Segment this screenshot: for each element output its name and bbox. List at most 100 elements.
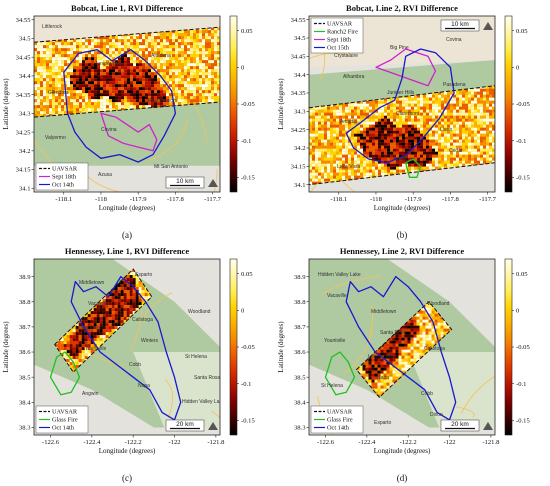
heatmap-cell (390, 163, 393, 167)
heatmap-cell (426, 160, 429, 164)
y-tick-label: 34.3 (19, 111, 31, 118)
heatmap-cell (438, 163, 441, 167)
north-arrow-icon (208, 179, 218, 187)
heatmap-cell (108, 308, 112, 312)
heatmap-cell (459, 109, 462, 113)
heatmap-cell (132, 284, 136, 288)
heatmap-cell (97, 102, 100, 106)
heatmap-cell (438, 130, 441, 134)
heatmap-cell (114, 299, 118, 303)
heatmap-cell (372, 127, 375, 131)
heatmap-cell (372, 139, 375, 143)
heatmap-cell (178, 36, 181, 40)
heatmap-cell (85, 72, 88, 76)
heatmap-cell (46, 75, 49, 79)
heatmap-cell (112, 108, 115, 112)
heatmap-cell (178, 51, 181, 55)
heatmap-cell (61, 39, 64, 43)
heatmap-cell (130, 72, 133, 76)
heatmap-cell (321, 169, 324, 173)
heatmap-cell (214, 54, 217, 58)
heatmap-cell (82, 63, 85, 67)
heatmap-cell (378, 118, 381, 122)
heatmap-cell (109, 36, 112, 40)
heatmap-cell (435, 109, 438, 113)
heatmap-cell (106, 48, 109, 52)
heatmap-cell (324, 151, 327, 155)
heatmap-cell (435, 133, 438, 137)
heatmap-cell (121, 45, 124, 49)
heatmap-cell (91, 108, 94, 112)
heatmap-cell (426, 118, 429, 122)
heatmap-cell (124, 105, 127, 109)
heatmap-cell (381, 148, 384, 152)
heatmap-cell (408, 106, 411, 110)
heatmap-cell (217, 57, 220, 61)
heatmap-cell (348, 127, 351, 131)
heatmap-cell (387, 136, 390, 140)
heatmap-cell (196, 57, 199, 61)
heatmap-cell (123, 287, 127, 291)
heatmap-cell (423, 154, 426, 158)
heatmap-cell (486, 145, 489, 149)
heatmap-cell (318, 148, 321, 152)
heatmap-cell (94, 39, 97, 43)
heatmap-cell (34, 111, 37, 115)
heatmap-cell (205, 42, 208, 46)
heatmap-cell (193, 54, 196, 58)
heatmap-cell (139, 102, 142, 106)
heatmap-cell (444, 157, 447, 161)
heatmap-cell (178, 72, 181, 76)
heatmap-cell (375, 103, 378, 107)
heatmap-cell (438, 124, 441, 128)
heatmap-cell (375, 127, 378, 131)
heatmap-cell (450, 121, 453, 125)
heatmap-cell (378, 148, 381, 152)
heatmap-cell (435, 157, 438, 161)
heatmap-cell (181, 93, 184, 97)
heatmap-cell (384, 112, 387, 116)
heatmap-cell (354, 115, 357, 119)
heatmap-cell (88, 57, 91, 61)
heatmap-cell (52, 81, 55, 85)
heatmap-cell (127, 87, 130, 91)
heatmap-cell (72, 350, 76, 354)
heatmap-cell (333, 163, 336, 167)
heatmap-cell (196, 54, 199, 58)
heatmap-cell (126, 311, 130, 315)
heatmap-cell (363, 175, 366, 179)
heatmap-cell (444, 130, 447, 134)
heatmap-cell (135, 299, 139, 303)
heatmap-cell (187, 99, 190, 103)
heatmap-cell (136, 63, 139, 67)
heatmap-cell (345, 172, 348, 176)
heatmap-cell (190, 36, 193, 40)
heatmap-cell (309, 121, 312, 125)
heatmap-cell (459, 106, 462, 110)
colorbar-tick-label: 0 (241, 65, 245, 72)
heatmap-cell (393, 112, 396, 116)
heatmap-cell (100, 63, 103, 67)
heatmap-cell (138, 305, 142, 309)
heatmap-cell (34, 75, 37, 79)
heatmap-cell (429, 121, 432, 125)
heatmap-cell (378, 154, 381, 158)
heatmap-cell (438, 133, 441, 137)
heatmap-cell (214, 33, 217, 37)
heatmap-cell (175, 84, 178, 88)
heatmap-cell (37, 93, 40, 97)
heatmap-cell (369, 127, 372, 131)
heatmap-cell (471, 88, 474, 92)
heatmap-cell (46, 57, 49, 61)
heatmap-cell (37, 87, 40, 91)
heatmap-cell (55, 81, 58, 85)
heatmap-cell (429, 142, 432, 146)
heatmap-cell (88, 96, 91, 100)
heatmap-cell (333, 178, 336, 182)
heatmap-cell (81, 338, 85, 342)
heatmap-cell (187, 66, 190, 70)
heatmap-cell (372, 109, 375, 113)
heatmap-cell (79, 84, 82, 88)
heatmap-cell (148, 48, 151, 52)
heatmap-cell (405, 127, 408, 131)
